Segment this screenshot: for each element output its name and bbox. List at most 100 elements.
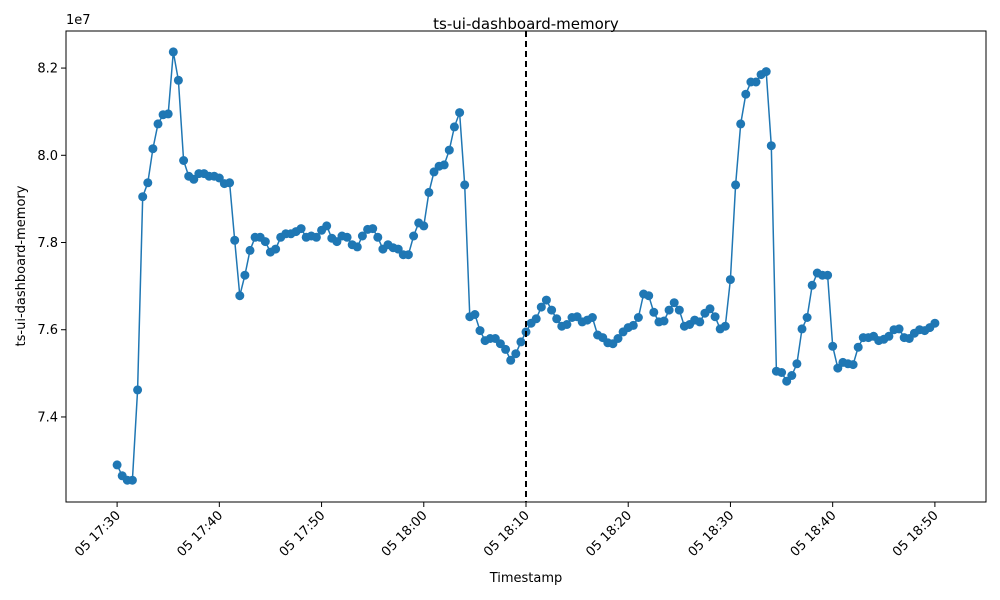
data-point [613,334,623,343]
data-point [766,141,776,151]
data-point [373,232,383,242]
data-point [644,291,654,301]
y-tick-label: 8.0 [37,149,58,164]
data-point [853,342,863,352]
data-point [547,305,557,315]
data-point [705,304,715,314]
data-point [674,305,684,315]
data-point [168,47,178,57]
data-point [475,326,485,336]
data-point [741,89,751,99]
data-point [649,307,659,317]
data-point [536,302,546,312]
data-point [828,341,838,351]
data-point [511,349,521,359]
data-point [823,270,833,280]
data-point [449,122,459,132]
series-layer [112,47,940,485]
data-point [552,314,562,324]
data-point [133,385,143,395]
data-point [664,305,674,315]
data-point [802,313,812,322]
data-point [173,75,183,85]
data-point [271,244,281,254]
data-point [112,460,122,470]
data-point [127,475,137,485]
y-tick-label: 7.6 [37,323,58,338]
data-point [403,250,413,260]
data-point [179,156,189,165]
data-point [731,180,741,190]
y-axis: 7.4 7.6 7.8 8.0 8.2 [37,62,66,425]
data-point [368,224,378,234]
data-point [787,371,797,380]
data-point [260,237,270,247]
data-point [848,360,858,370]
data-point [506,355,516,365]
x-tick-label: 05 18:00 [379,508,431,560]
data-point [751,77,761,87]
data-point [153,119,163,129]
data-point [807,280,817,290]
data-point [884,331,894,341]
data-point [439,160,449,170]
data-point [531,314,541,324]
data-point [342,232,352,242]
data-point [143,178,153,188]
data-point [357,231,367,241]
data-point [352,242,362,252]
data-point [725,275,735,285]
data-point [797,324,807,334]
data-point [230,235,240,245]
x-axis-label: Timestamp [489,571,563,586]
data-point [695,317,705,327]
data-point [562,320,572,329]
data-point [736,119,746,129]
data-point [516,337,526,347]
data-point [296,224,306,234]
data-point [710,312,720,322]
x-tick-label: 05 18:40 [788,508,840,560]
data-point [245,245,255,255]
data-point [720,321,730,331]
x-tick-label: 05 18:30 [686,508,738,560]
data-point [148,144,158,154]
data-point [163,109,173,119]
data-point [761,67,771,77]
data-point [669,298,679,308]
data-point [322,221,332,231]
data-point [470,310,480,319]
data-point [419,221,429,231]
data-point [777,368,787,377]
data-point [792,359,802,369]
x-tick-label: 05 17:40 [174,508,226,560]
data-point [311,232,321,242]
data-point [894,324,904,334]
x-tick-label: 05 18:20 [583,508,635,560]
data-point [460,180,470,190]
x-tick-label: 05 17:30 [72,508,124,560]
y-tick-label: 7.8 [37,236,58,251]
data-point [501,344,511,354]
x-axis: 05 17:30 05 17:40 05 17:50 05 18:00 05 18:10… [72,502,942,560]
data-point [225,178,235,188]
data-point [930,318,940,328]
data-point [495,339,505,349]
data-point [409,231,419,241]
data-point [628,320,638,330]
x-tick-label: 05 17:50 [277,508,329,560]
y-axis-label: ts-ui-dashboard-memory [14,185,29,346]
data-point [659,316,669,326]
data-point [541,295,551,305]
data-point [235,291,245,301]
data-point [138,192,148,202]
y-tick-label: 7.4 [37,410,58,425]
x-tick-label: 05 18:10 [481,508,533,560]
y-offset-label: 1e7 [66,13,91,28]
data-point [587,313,597,322]
y-tick-label: 8.2 [37,62,58,77]
data-point [633,313,643,322]
data-point [424,187,434,197]
data-point [240,270,250,280]
